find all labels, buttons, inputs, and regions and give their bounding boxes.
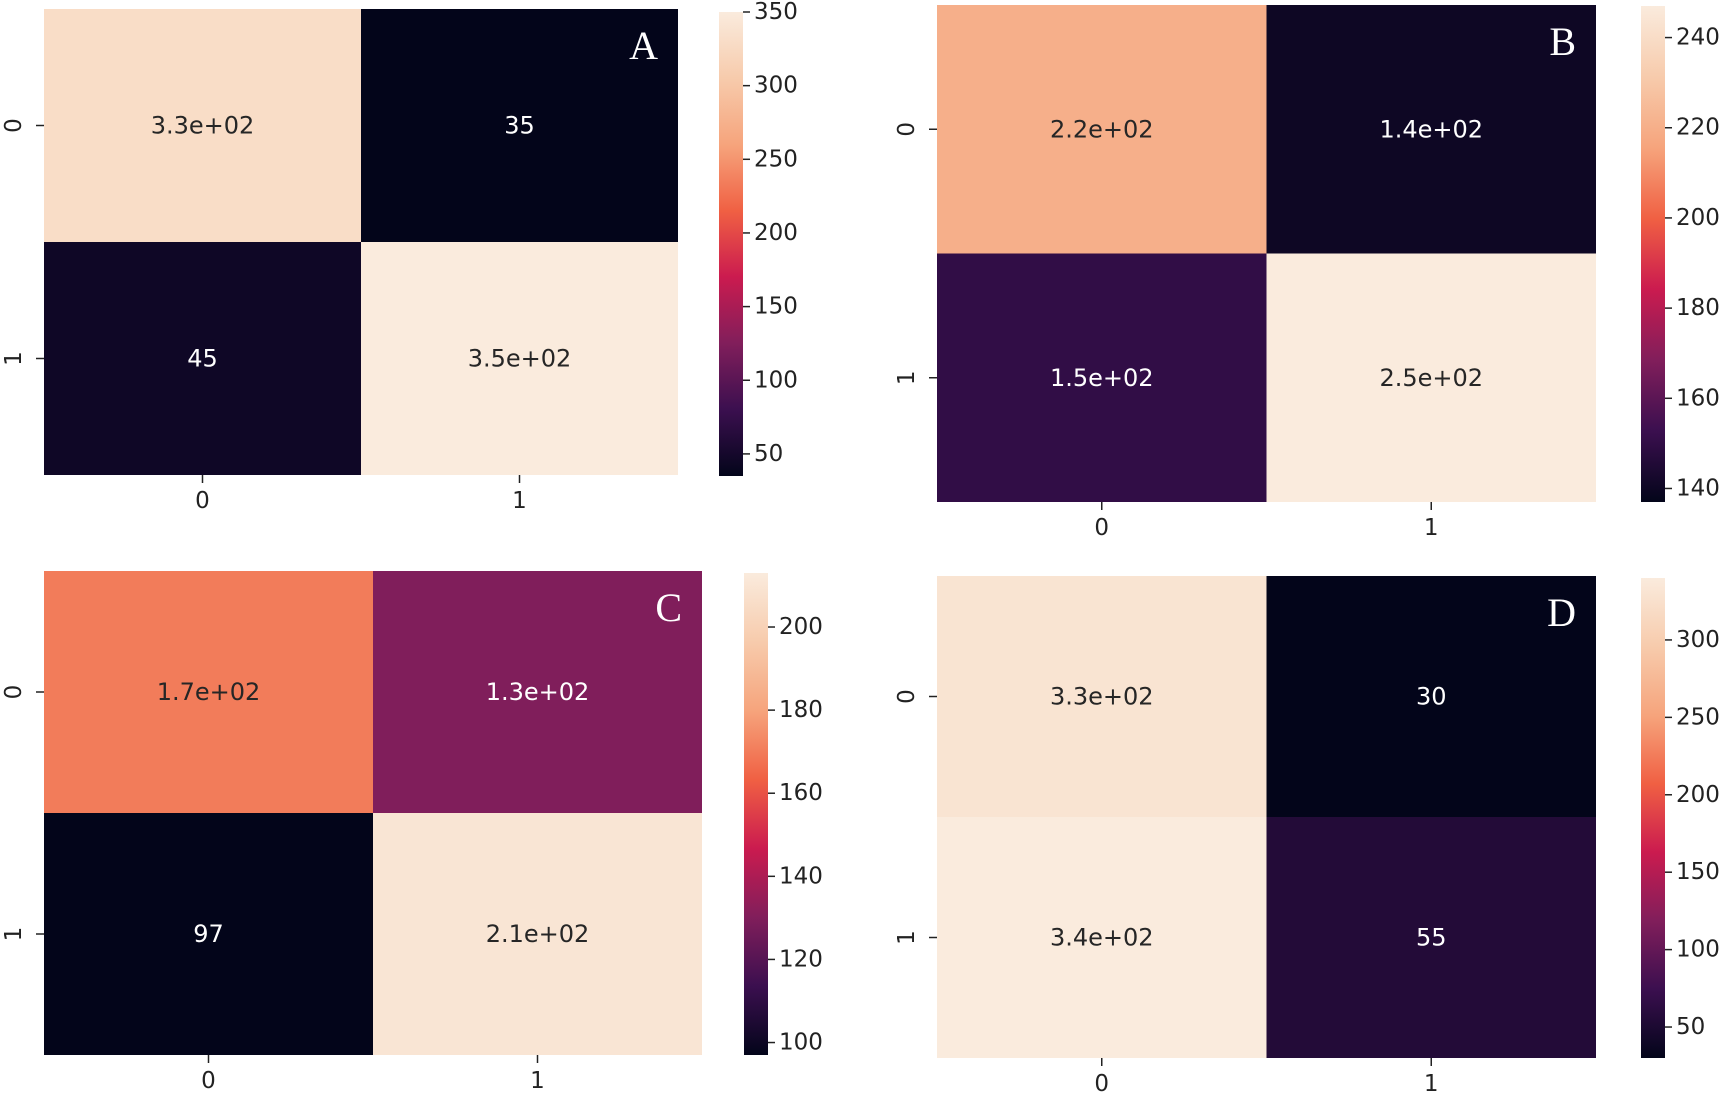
y-tick-label: 0 — [894, 122, 920, 137]
colorbar — [1641, 578, 1665, 1058]
heatmap-cell — [1266, 817, 1596, 1058]
colorbar-tick-label: 50 — [754, 441, 783, 467]
heatmap-cell — [44, 571, 373, 813]
cell-value-label: 1.3e+02 — [486, 678, 590, 706]
colorbar-tick-label: 140 — [1676, 475, 1720, 501]
colorbar-tick-label: 240 — [1676, 25, 1720, 51]
y-tick-label: 0 — [894, 689, 920, 704]
panel-letter: A — [629, 23, 658, 68]
heatmap-cell — [361, 242, 678, 475]
x-tick-label: 1 — [512, 488, 527, 514]
colorbar-tick-label: 150 — [1676, 859, 1720, 885]
colorbar-tick-label: 350 — [754, 0, 798, 25]
colorbar — [1641, 6, 1665, 502]
heatmap-cell — [44, 242, 361, 475]
x-tick-label: 1 — [1424, 1071, 1439, 1097]
colorbar-tick-label: 200 — [1676, 205, 1720, 231]
heatmap-cell — [361, 9, 678, 242]
colorbar-tick-label: 200 — [779, 614, 823, 640]
y-tick-label: 1 — [894, 370, 920, 385]
colorbar-tick-label: 150 — [754, 294, 798, 320]
x-tick-label: 1 — [530, 1068, 545, 1094]
cell-value-label: 55 — [1416, 924, 1447, 952]
heatmap-cell — [937, 5, 1267, 254]
cell-value-label: 1.4e+02 — [1379, 115, 1483, 143]
heatmap-panel-a: 3.3e+02 35 45 3.5e+02 0 1 0 1 A 50 100 150 200 250 300… — [1, 0, 798, 514]
colorbar-tick-label: 250 — [754, 146, 798, 172]
y-tick-label: 1 — [894, 930, 920, 945]
x-tick-label: 0 — [1094, 515, 1109, 541]
heatmap-cell — [937, 817, 1267, 1058]
colorbar-tick-label: 160 — [1676, 385, 1720, 411]
y-tick-label: 1 — [1, 351, 27, 366]
heatmap-cell — [937, 576, 1267, 817]
cell-value-label: 30 — [1416, 683, 1447, 711]
heatmap-panel-b: 2.2e+02 1.4e+02 1.5e+02 2.5e+02 0 1 0 1 B 140 160 1… — [894, 5, 1720, 541]
heatmap-cell — [937, 253, 1267, 502]
colorbar — [719, 12, 743, 476]
colorbar-tick-label: 300 — [1676, 627, 1720, 653]
y-tick-label: 0 — [1, 118, 27, 133]
colorbar-tick-label: 100 — [754, 367, 798, 393]
colorbar-tick-label: 220 — [1676, 115, 1720, 141]
colorbar-tick-label: 160 — [779, 780, 823, 806]
colorbar-tick-label: 100 — [1676, 937, 1720, 963]
cell-value-label: 35 — [504, 112, 535, 140]
x-tick-label: 0 — [1094, 1071, 1109, 1097]
cell-value-label: 97 — [193, 920, 224, 948]
panel-letter: C — [655, 585, 682, 630]
x-tick-label: 1 — [1424, 515, 1439, 541]
y-tick-label: 1 — [1, 927, 27, 942]
heatmap-panel-c: 1.7e+02 1.3e+02 97 2.1e+02 0 1 0 1 C 100 120 140 160… — [1, 571, 823, 1094]
colorbar-tick-label: 180 — [779, 697, 823, 723]
cell-value-label: 2.1e+02 — [486, 920, 590, 948]
heatmap-panel-d: 3.3e+02 30 3.4e+02 55 0 1 0 1 D 50 100 150 200 250 300 — [894, 576, 1720, 1097]
cell-value-label: 45 — [187, 345, 218, 373]
x-tick-label: 0 — [195, 488, 210, 514]
colorbar-tick-label: 250 — [1676, 704, 1720, 730]
panel-letter: D — [1547, 590, 1576, 635]
cell-value-label: 2.5e+02 — [1379, 364, 1483, 392]
colorbar-tick-label: 300 — [754, 73, 798, 99]
cell-value-label: 3.3e+02 — [151, 112, 255, 140]
colorbar-tick-label: 120 — [779, 946, 823, 972]
colorbar-tick-label: 140 — [779, 863, 823, 889]
colorbar-tick-label: 200 — [1676, 782, 1720, 808]
cell-value-label: 2.2e+02 — [1050, 115, 1154, 143]
cell-value-label: 3.4e+02 — [1050, 924, 1154, 952]
colorbar-tick-label: 50 — [1676, 1014, 1705, 1040]
heatmap-cell — [44, 9, 361, 242]
heatmap-cell — [1266, 576, 1596, 817]
y-tick-label: 0 — [1, 685, 27, 700]
heatmap-cell — [373, 813, 702, 1055]
cell-value-label: 3.5e+02 — [468, 345, 572, 373]
heatmap-cell — [44, 813, 373, 1055]
x-tick-label: 0 — [201, 1068, 216, 1094]
colorbar-tick-label: 180 — [1676, 295, 1720, 321]
heatmap-cell — [1266, 253, 1596, 502]
heatmap-cell — [373, 571, 702, 813]
colorbar-tick-label: 200 — [754, 220, 798, 246]
cell-value-label: 3.3e+02 — [1050, 683, 1154, 711]
colorbar — [744, 573, 768, 1055]
heatmap-cell — [1266, 5, 1596, 254]
cell-value-label: 1.7e+02 — [157, 678, 261, 706]
colorbar-tick-label: 100 — [779, 1030, 823, 1056]
panel-letter: B — [1549, 19, 1576, 64]
cell-value-label: 1.5e+02 — [1050, 364, 1154, 392]
